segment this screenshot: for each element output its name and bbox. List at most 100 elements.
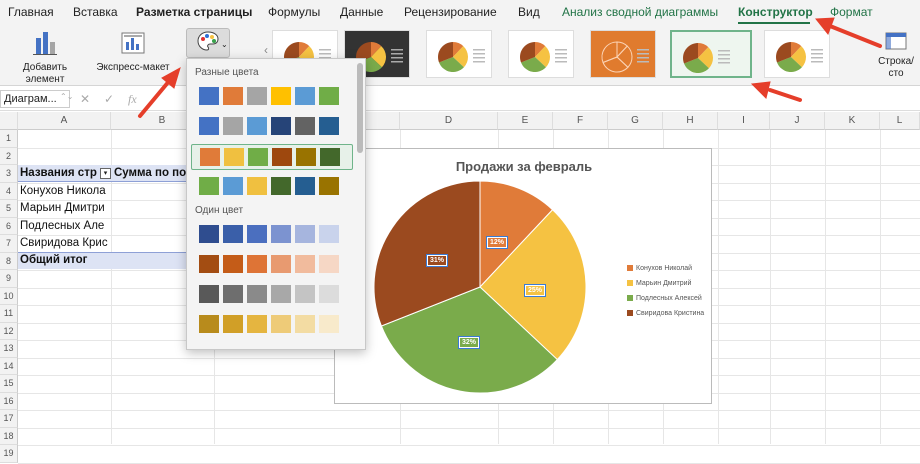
tab-format[interactable]: Формат <box>830 5 873 19</box>
color-scheme-option[interactable] <box>199 177 343 195</box>
row-header-17[interactable]: 17 <box>0 410 18 428</box>
name-box-dropdown-icon[interactable]: ⌃⌄ <box>60 92 74 101</box>
tab-design[interactable]: Конструктор <box>738 5 813 19</box>
gallery-scroll-left-icon[interactable]: ‹ <box>264 43 268 57</box>
column-header-G[interactable]: G <box>608 112 663 130</box>
pie-slice[interactable] <box>479 209 587 361</box>
column-header-J[interactable]: J <box>770 112 825 130</box>
color-swatch <box>199 285 219 303</box>
row-header-19[interactable]: 19 <box>0 445 18 463</box>
chart-style-5[interactable] <box>590 30 656 78</box>
row-header-3[interactable]: 3 <box>0 165 18 183</box>
grid-hline <box>18 445 920 446</box>
pivot-row-item[interactable]: Конухов Никола <box>20 184 106 197</box>
column-header-D[interactable]: D <box>400 112 498 130</box>
row-header-7[interactable]: 7 <box>0 235 18 253</box>
column-header-K[interactable]: K <box>825 112 880 130</box>
color-scheme-option[interactable] <box>199 87 343 105</box>
chart-style-7[interactable] <box>764 30 830 78</box>
section-monochromatic: Один цвет <box>195 205 244 216</box>
change-colors-dropdown: Разные цвета Один цвет <box>186 58 366 350</box>
color-swatch <box>319 285 339 303</box>
color-swatch <box>295 177 315 195</box>
row-header-9[interactable]: 9 <box>0 270 18 288</box>
data-label[interactable]: 12% <box>485 236 509 249</box>
legend-item[interactable]: Марьин Дмитрий <box>627 280 691 287</box>
row-header-12[interactable]: 12 <box>0 322 18 340</box>
tab-insert[interactable]: Вставка <box>73 5 118 19</box>
legend-label: Свиридова Кристина <box>636 310 705 317</box>
column-header-H[interactable]: H <box>663 112 718 130</box>
color-scheme-option[interactable] <box>199 225 343 243</box>
column-header-L[interactable]: L <box>880 112 920 130</box>
tab-data[interactable]: Данные <box>340 5 384 19</box>
chart-style-4[interactable] <box>508 30 574 78</box>
filter-dropdown-icon[interactable]: ▾ <box>100 168 111 179</box>
grid-hline <box>18 410 920 411</box>
cancel-icon[interactable]: ✕ <box>80 92 91 106</box>
tab-view[interactable]: Вид <box>518 5 540 19</box>
pivot-values-header[interactable]: Сумма по по <box>114 167 187 179</box>
name-box[interactable]: Диаграм... <box>0 90 70 108</box>
legend-item[interactable]: Конухов Николай <box>627 265 692 272</box>
data-label[interactable]: 31% <box>425 254 449 267</box>
chart-style-3[interactable] <box>426 30 492 78</box>
pivot-row-item[interactable]: Марьин Дмитри <box>20 202 105 214</box>
row-header-11[interactable]: 11 <box>0 305 18 323</box>
row-header-15[interactable]: 15 <box>0 375 18 393</box>
tab-formulas[interactable]: Формулы <box>268 5 321 19</box>
chart-style-6-selected[interactable] <box>670 30 752 78</box>
column-header-A[interactable]: A <box>18 112 111 130</box>
column-header-E[interactable]: E <box>498 112 553 130</box>
color-swatch <box>295 285 315 303</box>
data-label[interactable]: 25% <box>523 284 547 297</box>
row-header-10[interactable]: 10 <box>0 287 18 305</box>
row-header-6[interactable]: 6 <box>0 217 18 235</box>
row-header-2[interactable]: 2 <box>0 147 18 165</box>
color-scheme-option[interactable] <box>199 255 343 273</box>
pie-slice[interactable] <box>479 180 554 289</box>
pivot-row-item[interactable]: Свиридова Крис <box>20 237 108 249</box>
row-header-5[interactable]: 5 <box>0 200 18 218</box>
tab-home[interactable]: Главная <box>8 5 54 19</box>
legend-item[interactable]: Подлесных Алексей <box>627 295 702 302</box>
legend-swatch <box>627 280 633 287</box>
select-all-corner[interactable] <box>0 112 18 130</box>
enter-icon[interactable]: ✓ <box>104 92 115 106</box>
column-header-F[interactable]: F <box>553 112 608 130</box>
change-colors-button[interactable]: ⌄ <box>186 28 230 58</box>
data-label[interactable]: 32% <box>457 336 481 349</box>
pivot-row-item[interactable]: Подлесных Але <box>20 219 105 232</box>
tab-pivotchart-analyze[interactable]: Анализ сводной диаграммы <box>562 5 719 19</box>
row-header-4[interactable]: 4 <box>0 182 18 200</box>
color-swatch <box>223 255 243 273</box>
row-header-16[interactable]: 16 <box>0 392 18 410</box>
color-scheme-option[interactable] <box>199 315 343 333</box>
color-swatch <box>248 148 268 166</box>
row-header-8[interactable]: 8 <box>0 252 18 270</box>
pivot-grand-total[interactable]: Общий итог <box>20 254 88 266</box>
pie-chart[interactable]: Продажи за февраль Конухов Николай Марьи… <box>334 148 712 404</box>
color-swatch <box>247 315 267 333</box>
column-header-I[interactable]: I <box>718 112 770 130</box>
row-header-14[interactable]: 14 <box>0 357 18 375</box>
tab-review[interactable]: Рецензирование <box>404 5 497 19</box>
switch-row-column-button[interactable]: Строка/сто <box>872 30 920 80</box>
color-scheme-option[interactable] <box>199 117 343 135</box>
color-swatch <box>223 285 243 303</box>
style-preview-pie <box>438 42 485 72</box>
row-header-18[interactable]: 18 <box>0 427 18 445</box>
color-swatch <box>295 255 315 273</box>
row-header-13[interactable]: 13 <box>0 340 18 358</box>
pie-slice[interactable] <box>373 180 481 327</box>
tab-page-layout[interactable]: Разметка страницы <box>136 5 253 19</box>
function-icon[interactable]: fx <box>128 92 137 106</box>
chart-title[interactable]: Продажи за февраль <box>455 159 593 174</box>
pivot-row-labels-header[interactable]: Названия стр <box>20 167 97 179</box>
legend-item[interactable]: Свиридова Кристина <box>627 310 704 317</box>
quick-layout-button[interactable]: Экспресс-макет <box>94 28 172 74</box>
dropdown-scrollbar[interactable] <box>357 63 363 153</box>
row-header-1[interactable]: 1 <box>0 130 18 148</box>
color-scheme-option[interactable] <box>199 285 343 303</box>
color-scheme-option[interactable] <box>191 144 353 170</box>
